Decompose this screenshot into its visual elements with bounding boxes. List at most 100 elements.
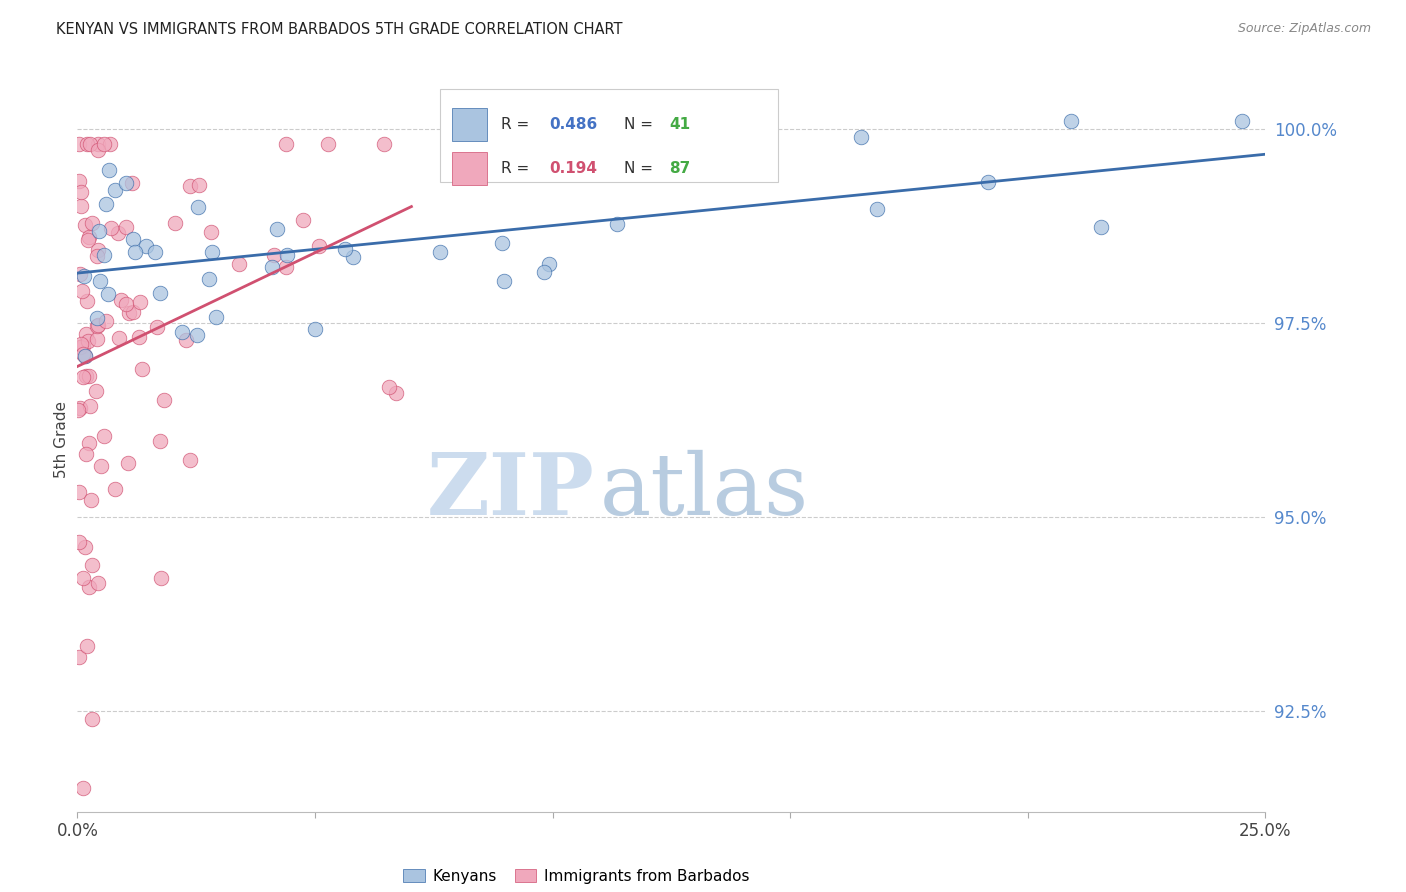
Point xyxy=(69,401,91,416)
Point xyxy=(72,347,94,361)
Point xyxy=(73,349,96,363)
Point xyxy=(117,456,139,470)
Point xyxy=(69,267,91,281)
Point xyxy=(146,319,169,334)
Point xyxy=(384,386,406,401)
Point xyxy=(110,293,132,307)
Point xyxy=(491,236,513,251)
Point xyxy=(200,225,222,239)
Point xyxy=(70,284,93,298)
Point xyxy=(606,218,628,232)
Point xyxy=(86,143,108,157)
Point xyxy=(75,327,97,342)
Point xyxy=(86,332,108,346)
Point xyxy=(76,639,98,653)
Point xyxy=(373,137,395,152)
Point xyxy=(79,137,101,152)
Point xyxy=(75,368,97,383)
Point xyxy=(492,274,515,288)
Point xyxy=(67,649,90,664)
Point xyxy=(72,571,94,585)
Point xyxy=(77,436,100,450)
Point xyxy=(86,249,108,263)
Text: 0.486: 0.486 xyxy=(548,117,598,132)
FancyBboxPatch shape xyxy=(440,89,779,182)
Point xyxy=(260,260,283,274)
Point xyxy=(335,242,357,256)
Point xyxy=(77,580,100,594)
Point xyxy=(94,314,117,328)
Point xyxy=(80,216,103,230)
Point xyxy=(1090,220,1112,235)
Point xyxy=(377,379,399,393)
Point xyxy=(849,129,872,144)
Point xyxy=(70,186,93,200)
Point xyxy=(150,571,173,585)
Point xyxy=(72,338,94,352)
Point xyxy=(274,260,297,274)
Text: 41: 41 xyxy=(669,117,690,132)
Point xyxy=(104,483,127,497)
Point xyxy=(69,199,91,213)
Point xyxy=(67,485,90,500)
Point xyxy=(76,294,98,309)
Point xyxy=(186,327,208,342)
Point xyxy=(93,429,115,443)
Point xyxy=(316,137,339,152)
Point xyxy=(135,239,157,253)
Point xyxy=(97,162,120,177)
Point xyxy=(67,174,90,188)
Point xyxy=(179,453,201,467)
Point xyxy=(86,311,108,326)
Point xyxy=(79,369,101,384)
Point xyxy=(86,137,108,152)
Point xyxy=(170,325,193,339)
Point xyxy=(179,179,201,194)
Point xyxy=(80,712,103,726)
Point xyxy=(538,257,561,271)
Point xyxy=(87,224,110,238)
Point xyxy=(93,137,115,152)
Point xyxy=(75,218,97,232)
Point xyxy=(121,177,143,191)
Point xyxy=(1230,114,1253,128)
Point xyxy=(76,334,98,348)
Point xyxy=(86,319,108,334)
Point xyxy=(86,243,108,257)
Point xyxy=(67,137,90,152)
Point xyxy=(188,178,211,192)
Point xyxy=(70,336,93,351)
Point xyxy=(131,362,153,376)
Point xyxy=(174,333,197,347)
Point xyxy=(84,384,107,398)
Point xyxy=(90,458,112,473)
Point xyxy=(1060,114,1083,128)
Point xyxy=(205,310,228,325)
Point xyxy=(79,399,101,413)
Point xyxy=(73,268,96,283)
Point xyxy=(87,575,110,590)
Text: ZIP: ZIP xyxy=(426,450,595,533)
Point xyxy=(122,304,145,318)
Point xyxy=(866,202,889,216)
Point xyxy=(67,403,90,417)
Point xyxy=(308,238,330,252)
Point xyxy=(263,248,285,262)
Point xyxy=(153,393,176,408)
Point xyxy=(114,220,136,235)
FancyBboxPatch shape xyxy=(451,108,488,142)
Point xyxy=(98,137,121,152)
Text: Source: ZipAtlas.com: Source: ZipAtlas.com xyxy=(1237,22,1371,36)
Y-axis label: 5th Grade: 5th Grade xyxy=(53,401,69,478)
Point xyxy=(529,147,551,161)
Point xyxy=(429,245,451,260)
Point xyxy=(165,216,187,230)
Point xyxy=(291,212,314,227)
Text: R =: R = xyxy=(502,161,534,176)
Point xyxy=(89,274,111,288)
Point xyxy=(149,434,172,448)
Text: R =: R = xyxy=(502,117,534,132)
Point xyxy=(124,244,146,259)
Point xyxy=(533,264,555,278)
Point xyxy=(72,781,94,796)
